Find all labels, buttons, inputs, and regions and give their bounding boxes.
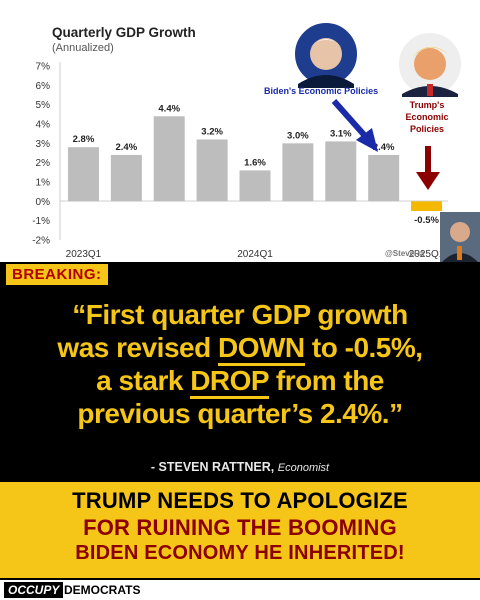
bar-2024Q1: [239, 170, 271, 202]
y-tick-label: 1%: [36, 178, 51, 189]
biden-photo-face: [310, 38, 342, 70]
data-label-2023Q2: 2.4%: [116, 142, 138, 153]
y-tick-label: 4%: [36, 120, 51, 131]
attribution: - STEVEN RATTNER, Economist: [0, 460, 480, 474]
gdp-bar-chart: Quarterly GDP Growth (Annualized) 7% 6% 5%…: [32, 21, 480, 262]
y-tick-label: 0%: [36, 197, 51, 208]
banner-line-2: FOR RUINING THE BOOMING: [83, 515, 397, 540]
y-tick-label: 3%: [36, 139, 51, 150]
trump-policies-label-3: Policies: [410, 124, 444, 134]
bar-2024Q4: [368, 154, 400, 202]
economist-photo-tie: [457, 246, 462, 260]
data-label-2024Q3: 3.1%: [330, 128, 352, 139]
chart-title: Quarterly GDP Growth: [52, 25, 196, 40]
data-label-2023Q1: 2.8%: [73, 134, 95, 145]
brand-occupy-logo: OCCUPY: [4, 582, 64, 598]
bar-2023Q2: [110, 154, 142, 202]
brand-democrats-logo: DEMOCRATS: [64, 583, 141, 597]
x-tick-label: 2024Q1: [237, 249, 273, 260]
trump-photo-hair: [412, 46, 450, 58]
footer: OCCUPY DEMOCRATS: [0, 580, 480, 600]
chart-panel: Quarterly GDP Growth (Annualized) 7% 6% 5%…: [0, 0, 480, 262]
data-label-2024Q2: 3.0%: [287, 130, 309, 141]
banner-line-1: TRUMP NEEDS TO APOLOGIZE: [72, 488, 408, 513]
attribution-role: Economist: [277, 462, 330, 474]
data-label-2024Q1: 1.6%: [244, 157, 266, 168]
y-tick-label: 2%: [36, 158, 51, 169]
quote-line-4-text: previous quarter’s 2.4%.: [77, 398, 390, 429]
data-label-2023Q4: 3.2%: [201, 126, 223, 137]
quote-drop-word: DROP: [190, 365, 269, 399]
trump-photo-face: [414, 48, 446, 80]
data-label-2023Q3: 4.4%: [158, 103, 180, 114]
quote-line-1: “First quarter GDP growth: [10, 298, 470, 331]
quote-line-2-post: to -0.5%,: [304, 332, 423, 363]
quote-line-3-post: from the: [268, 365, 385, 396]
open-quote-mark: “: [72, 299, 86, 330]
biden-photo-suit: [298, 75, 354, 88]
bar-2024Q3: [325, 141, 357, 202]
biden-photo-hair: [310, 39, 342, 48]
trump-photo-tie: [427, 84, 433, 96]
quote-line-2-pre: was revised: [57, 332, 218, 363]
quote-line-1-text: First quarter GDP growth: [85, 299, 408, 330]
quote-block: “First quarter GDP growth was revised DO…: [10, 298, 470, 430]
chart-subtitle: (Annualized): [52, 42, 114, 54]
trump-annotation: Trump's Economic Policies: [397, 31, 463, 190]
y-tick-label: -2%: [32, 236, 50, 247]
quote-line-2: was revised DOWN to -0.5%,: [10, 331, 470, 366]
close-quote-mark: ”: [389, 398, 403, 429]
data-label-2025Q1: -0.5%: [414, 215, 439, 226]
bar-2024Q2: [282, 143, 314, 202]
data-labels: 2.8% 2.4% 4.4% 3.2% 1.6% 3.0% 3.1% 2.4% -0.5%: [73, 103, 440, 226]
y-tick-label: 6%: [36, 81, 51, 92]
credit-handle: @SteveRa: [385, 249, 425, 258]
trump-policies-label-2: Economic: [405, 112, 448, 122]
attribution-name: - STEVEN RATTNER,: [150, 460, 275, 474]
biden-arrowhead: [356, 128, 378, 152]
quote-line-3: a stark DROP from the: [10, 364, 470, 399]
bar-2023Q1: [67, 147, 99, 202]
y-tick-label: -1%: [32, 216, 50, 227]
breaking-tag: BREAKING:: [6, 264, 108, 285]
headline-banner: TRUMP NEEDS TO APOLOGIZE FOR RUINING THE…: [0, 482, 480, 578]
trump-policies-label-1: Trump's: [410, 100, 445, 110]
quote-line-4: previous quarter’s 2.4%.”: [10, 397, 470, 430]
biden-policies-label: Biden's Economic Policies: [264, 86, 378, 96]
biden-arrow: [331, 99, 369, 139]
x-tick-label: 2023Q1: [66, 249, 102, 260]
y-tick-label: 5%: [36, 100, 51, 111]
bar-2025Q1: [411, 201, 443, 211]
trump-arrowhead: [416, 172, 440, 190]
quote-down-word: DOWN: [217, 332, 305, 366]
y-axis: 7% 6% 5% 4% 3% 2% 1% 0% -1% -2%: [32, 62, 50, 247]
x-axis: 2023Q1 2024Q1 2025Q1: [66, 249, 445, 260]
economist-photo: [440, 212, 480, 262]
y-tick-label: 7%: [36, 62, 51, 73]
bar-2023Q3: [153, 116, 185, 202]
biden-annotation: Biden's Economic Policies: [264, 21, 378, 152]
quote-line-3-pre: a stark: [96, 365, 191, 396]
bar-2023Q4: [196, 139, 228, 202]
banner-line-3: BIDEN ECONOMY HE INHERITED!: [75, 542, 405, 564]
economist-photo-face: [450, 222, 470, 242]
bars: [67, 116, 443, 211]
data-label-2024Q4: 2.4%: [373, 142, 395, 153]
x-tick-label: 2025Q1: [409, 249, 445, 260]
